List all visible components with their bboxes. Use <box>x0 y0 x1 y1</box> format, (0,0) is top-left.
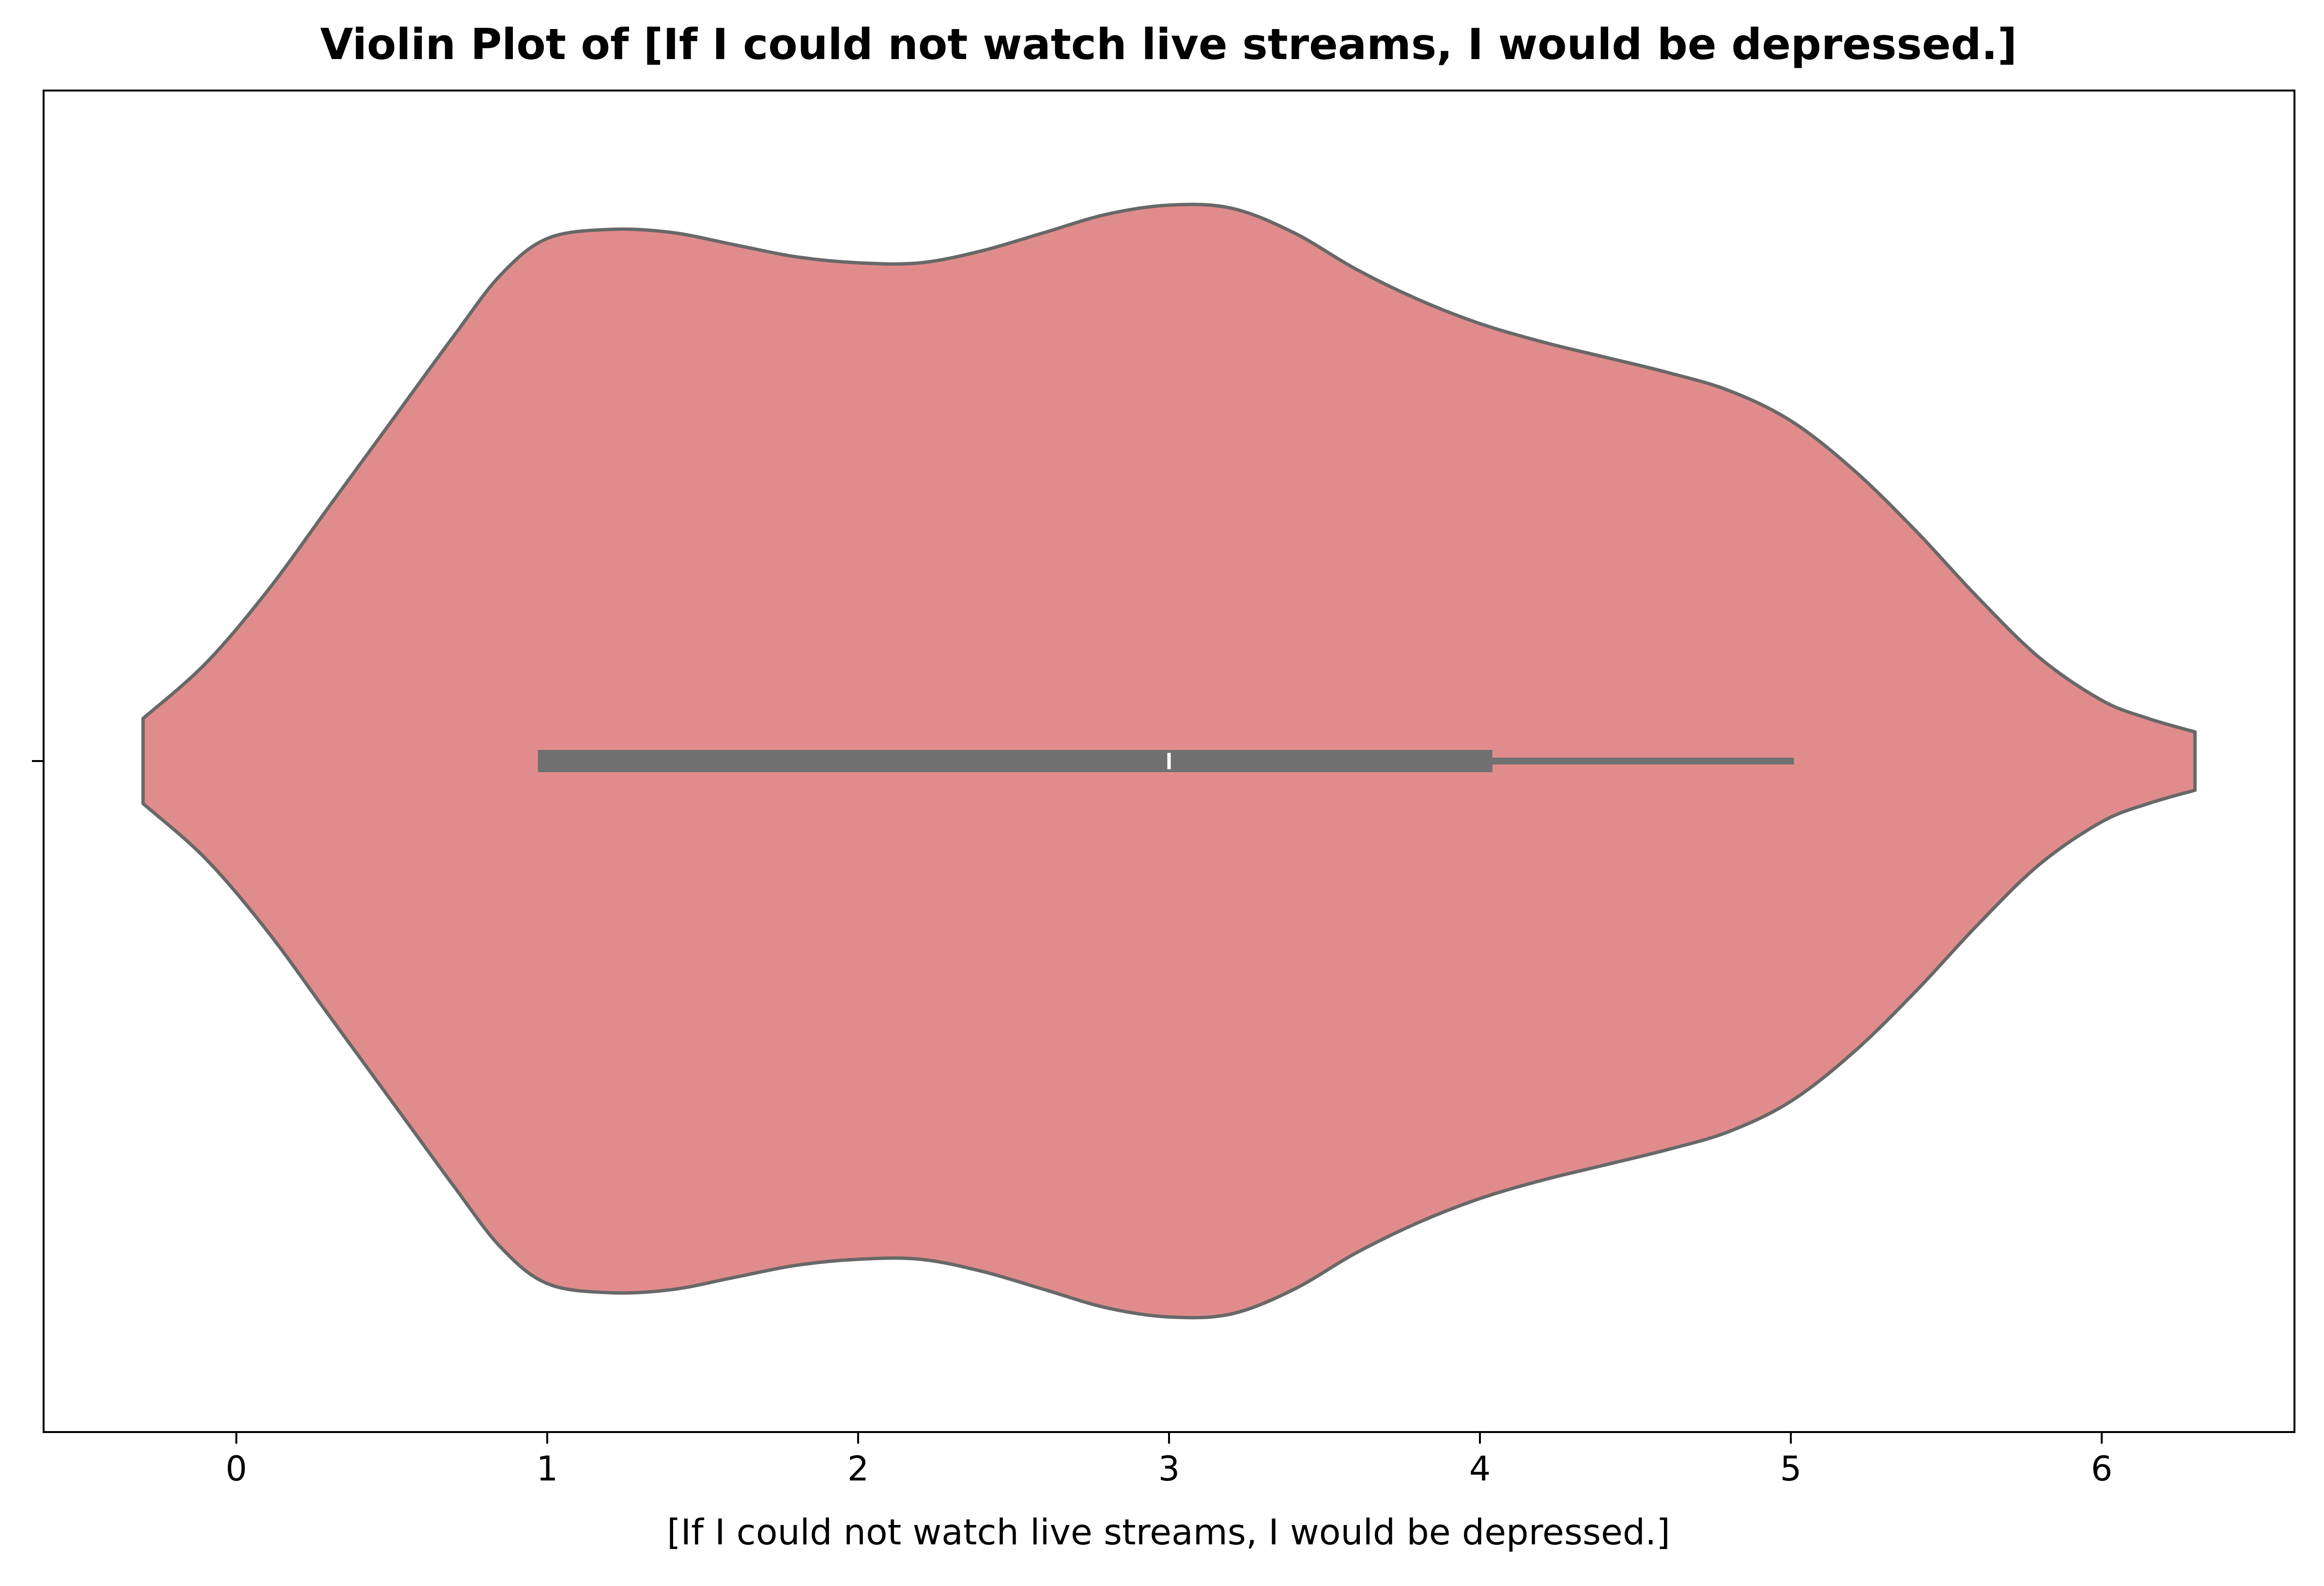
x-tick-label: 4 <box>1469 1449 1491 1489</box>
chart-title: Violin Plot of [If I could not watch liv… <box>320 19 2017 69</box>
plot-area <box>141 202 2197 1320</box>
x-tick-label: 2 <box>847 1449 869 1489</box>
x-axis: 0 1 2 3 4 5 6 <box>226 1432 2112 1489</box>
x-axis-label: [If I could not watch live streams, I wo… <box>667 1512 1670 1553</box>
x-tick-label: 1 <box>537 1449 558 1489</box>
iqr-box <box>538 750 1493 772</box>
x-tick-label: 6 <box>2091 1449 2113 1489</box>
x-tick-label: 0 <box>226 1449 247 1489</box>
x-tick-label: 3 <box>1158 1449 1180 1489</box>
x-tick-label: 5 <box>1780 1449 1802 1489</box>
